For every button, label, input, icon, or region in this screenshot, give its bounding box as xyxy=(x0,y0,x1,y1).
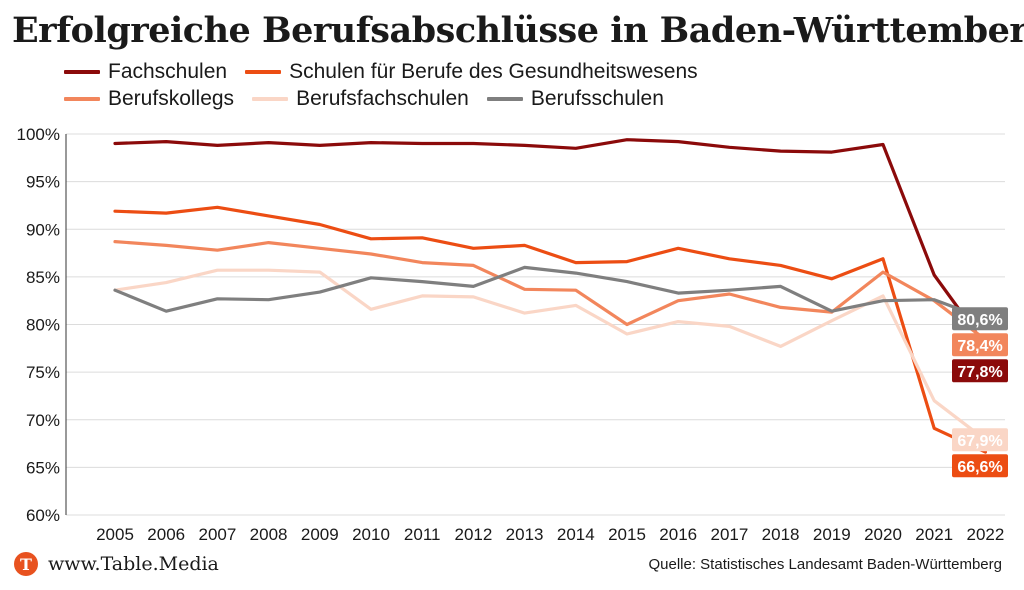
y-tick-label: 90% xyxy=(26,220,60,239)
legend-row-2: Berufskollegs Berufsfachschulen Berufssc… xyxy=(64,87,682,111)
legend-item-gesundheitswesen: Schulen für Berufe des Gesundheitswesens xyxy=(245,60,698,84)
end-label-bg xyxy=(952,307,1008,331)
y-tick-label: 80% xyxy=(26,316,60,335)
end-label-bg xyxy=(952,359,1008,383)
x-tick-label: 2016 xyxy=(659,525,697,544)
legend-swatch xyxy=(486,97,523,101)
x-tick-label: 2010 xyxy=(352,525,390,544)
series-lines xyxy=(113,138,988,454)
series-line-berufsfachschulen xyxy=(113,268,988,442)
x-tick-label: 2011 xyxy=(404,525,441,544)
x-tick-label: 2017 xyxy=(710,525,748,544)
end-label: 77,8% xyxy=(952,359,1008,383)
legend-item-berufsschulen: Berufsschulen xyxy=(486,87,664,111)
legend-swatch xyxy=(64,70,100,74)
x-tick-label: 2019 xyxy=(813,525,851,544)
x-tick-label: 2014 xyxy=(557,525,595,544)
end-label: 78,4% xyxy=(952,333,1008,357)
end-label-bg xyxy=(952,428,1008,452)
legend-label: Berufskollegs xyxy=(108,87,235,110)
legend-label: Fachschulen xyxy=(108,60,228,83)
end-label-text: 77,8% xyxy=(957,364,1002,381)
x-tick-label: 2005 xyxy=(96,525,134,544)
series-line-berufsschulen xyxy=(113,265,988,321)
x-tick-label: 2006 xyxy=(147,525,185,544)
y-tick-label: 75% xyxy=(26,363,60,382)
brand-text: www.Table.Media xyxy=(48,553,219,575)
x-tick-label: 2008 xyxy=(250,525,288,544)
legend-label: Schulen für Berufe des Gesundheitswesens xyxy=(289,60,698,83)
end-label-bg xyxy=(952,454,1008,478)
end-label-text: 66,6% xyxy=(957,459,1002,476)
legend-row-1: Fachschulen Schulen für Berufe des Gesun… xyxy=(64,60,716,84)
y-tick-label: 70% xyxy=(26,411,60,430)
end-label-text: 67,9% xyxy=(957,433,1002,450)
brand: T www.Table.Media xyxy=(14,552,219,576)
y-tick-label: 100% xyxy=(17,125,60,144)
end-label: 66,6% xyxy=(952,454,1008,478)
y-tick-label: 65% xyxy=(26,458,60,477)
series-line-fachschulen xyxy=(113,138,988,348)
end-label-text: 78,4% xyxy=(957,338,1002,355)
legend-label: Berufsfachschulen xyxy=(296,87,469,110)
legend-swatch xyxy=(252,97,289,101)
source-note: Quelle: Statistisches Landesamt Baden-Wü… xyxy=(648,556,1002,573)
y-tick-label: 85% xyxy=(26,268,60,287)
end-label: 67,9% xyxy=(952,428,1008,452)
legend-swatch xyxy=(64,97,100,101)
x-axis: 2005 2006 2007 2008 2009 2010 2011 2012 2013 2014… xyxy=(96,525,1004,544)
legend-item-berufsfachschulen: Berufsfachschulen xyxy=(252,87,469,111)
y-tick-label: 60% xyxy=(26,506,60,525)
x-tick-label: 2007 xyxy=(198,525,236,544)
end-label-text: 80,6% xyxy=(957,312,1002,329)
legend-item-berufskollegs: Berufskollegs xyxy=(64,87,234,111)
x-tick-label: 2018 xyxy=(762,525,800,544)
end-labels: 80,6% 78,4% 77,8% 67,9% 66,6% xyxy=(952,307,1008,478)
table-media-logo-icon: T xyxy=(14,552,38,576)
x-tick-label: 2021 xyxy=(915,525,953,544)
x-tick-label: 2013 xyxy=(506,525,544,544)
series-line-schulen-f-r-berufe-des-gesundheitswesens xyxy=(113,205,988,454)
chart-title: Erfolgreiche Berufsabschlüsse in Baden-W… xyxy=(12,10,1024,51)
x-tick-label: 2020 xyxy=(864,525,902,544)
y-tick-label: 95% xyxy=(26,173,60,192)
legend-item-fachschulen: Fachschulen xyxy=(64,60,227,84)
y-axis: 100% 95% 90% 85% 80% 75% 70% 65% 60% xyxy=(17,125,67,525)
series-line-berufskollegs xyxy=(113,240,988,342)
x-tick-label: 2022 xyxy=(966,525,1004,544)
legend-swatch xyxy=(245,70,282,74)
gridlines xyxy=(66,133,1005,516)
end-label: 80,6% xyxy=(952,307,1008,331)
end-label-bg xyxy=(952,333,1008,357)
legend-label: Berufsschulen xyxy=(530,87,664,110)
x-tick-label: 2009 xyxy=(301,525,339,544)
x-tick-label: 2015 xyxy=(608,525,646,544)
x-tick-label: 2012 xyxy=(454,525,492,544)
